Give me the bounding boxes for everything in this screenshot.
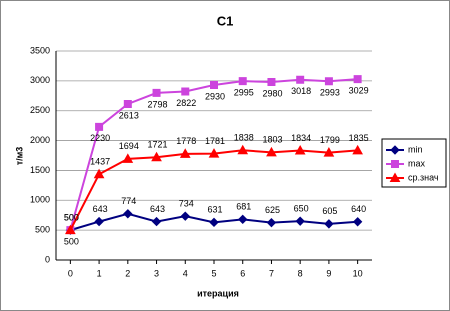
point-marker xyxy=(294,144,306,155)
point-marker xyxy=(93,168,105,179)
data-label: 1721 xyxy=(148,140,168,150)
data-label: 500 xyxy=(64,213,79,223)
point-marker xyxy=(323,147,335,157)
point-marker xyxy=(151,151,162,162)
x-tick-label: 4 xyxy=(183,268,188,278)
y-tick-label: 3500 xyxy=(30,45,50,55)
x-tick-label: 8 xyxy=(298,268,303,278)
data-label: 1781 xyxy=(205,136,225,146)
data-label: 2613 xyxy=(119,110,139,120)
x-tick-label: 9 xyxy=(326,268,331,278)
point-marker xyxy=(324,77,333,86)
x-tick-label: 1 xyxy=(97,268,102,278)
point-marker xyxy=(151,216,162,227)
data-label: 650 xyxy=(294,204,309,214)
point-marker xyxy=(352,144,363,155)
data-label: 1694 xyxy=(119,141,139,151)
data-label: 643 xyxy=(93,204,108,214)
point-marker xyxy=(181,87,190,96)
point-marker xyxy=(210,81,218,90)
x-tick-label: 7 xyxy=(269,268,274,278)
x-axis-label: итерация xyxy=(197,288,239,298)
y-tick-label: 3000 xyxy=(30,75,50,85)
data-label: 774 xyxy=(121,196,136,206)
point-marker xyxy=(65,224,76,235)
data-label: 681 xyxy=(236,202,251,212)
legend-label: ср.знач xyxy=(408,172,439,182)
data-label: 2995 xyxy=(234,88,254,98)
y-tick-label: 500 xyxy=(35,225,50,235)
x-tick-label: 0 xyxy=(68,268,73,278)
data-label: 1803 xyxy=(262,135,282,145)
x-tick-label: 5 xyxy=(211,268,216,278)
data-label: 1437 xyxy=(90,157,110,167)
point-marker xyxy=(122,153,134,163)
x-tick-label: 3 xyxy=(154,268,159,278)
data-label: 1838 xyxy=(234,133,254,143)
y-tick-label: 0 xyxy=(45,254,50,264)
data-label: 1799 xyxy=(320,135,340,145)
data-label: 2230 xyxy=(90,133,110,143)
point-marker xyxy=(324,219,334,229)
data-label: 625 xyxy=(265,205,280,215)
point-marker xyxy=(296,75,305,84)
point-marker xyxy=(238,77,247,86)
point-marker xyxy=(179,148,191,158)
legend-marker xyxy=(389,172,401,182)
y-tick-label: 2500 xyxy=(30,105,50,115)
point-marker xyxy=(180,211,190,221)
data-label: 605 xyxy=(322,206,337,216)
x-tick-label: 6 xyxy=(240,268,245,278)
point-marker xyxy=(208,148,220,158)
data-label: 1834 xyxy=(291,133,311,143)
data-label: 2980 xyxy=(262,88,282,98)
legend-marker xyxy=(391,160,399,168)
data-label: 640 xyxy=(351,204,366,214)
data-label: 2993 xyxy=(320,88,340,98)
data-label: 631 xyxy=(207,205,222,215)
y-tick-label: 1500 xyxy=(30,165,50,175)
data-label: 500 xyxy=(64,237,79,247)
point-marker xyxy=(152,88,161,97)
point-marker xyxy=(353,75,362,84)
point-marker xyxy=(94,216,104,227)
data-label: 734 xyxy=(179,199,194,209)
data-label: 500 xyxy=(64,213,79,223)
point-marker xyxy=(295,216,305,226)
data-label: 3029 xyxy=(349,86,369,96)
point-marker xyxy=(267,78,276,87)
data-label: 2822 xyxy=(176,98,196,108)
data-label: 1778 xyxy=(176,136,196,146)
point-marker xyxy=(95,122,104,131)
point-marker xyxy=(123,209,133,219)
point-marker xyxy=(237,144,249,155)
data-label: 3018 xyxy=(291,86,311,96)
point-marker xyxy=(266,217,277,228)
legend-label: max xyxy=(408,158,426,168)
point-marker xyxy=(266,146,277,157)
data-label: 2930 xyxy=(205,91,225,101)
x-tick-label: 10 xyxy=(353,268,363,278)
legend-label: min xyxy=(408,144,423,154)
data-label: 2798 xyxy=(148,99,168,109)
point-marker xyxy=(238,214,248,225)
point-marker xyxy=(352,217,363,227)
data-label: 1835 xyxy=(349,133,369,143)
point-marker xyxy=(123,99,132,108)
y-tick-label: 1000 xyxy=(30,195,50,205)
y-tick-label: 2000 xyxy=(30,135,50,145)
data-label: 643 xyxy=(150,204,165,214)
point-marker xyxy=(209,217,219,228)
y-axis-label: т/м3 xyxy=(14,147,24,166)
x-tick-label: 2 xyxy=(125,268,130,278)
chart-title: C1 xyxy=(217,13,234,28)
legend-marker xyxy=(390,145,400,155)
